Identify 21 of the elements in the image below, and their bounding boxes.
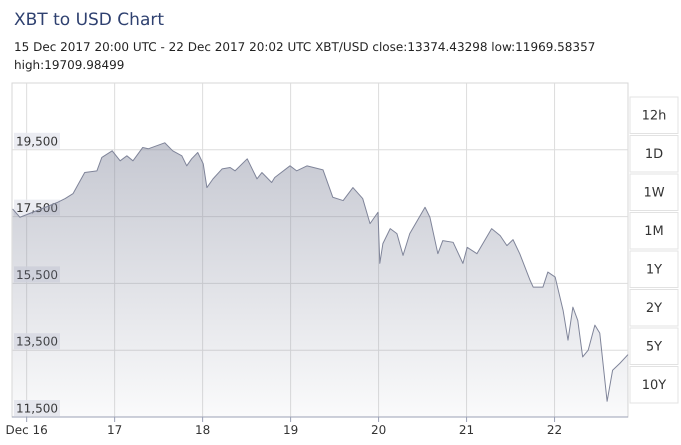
x-tick-label: 19 — [282, 423, 298, 437]
range-button: 1W — [630, 174, 678, 211]
range-button: 1Y — [630, 250, 678, 288]
chart-title: XBT to USD Chart — [14, 10, 164, 30]
range-button: 12h — [630, 96, 678, 134]
x-tick-label: 21 — [458, 423, 474, 437]
range-button: 10Y — [630, 366, 678, 404]
range-button: 5Y — [630, 328, 678, 365]
x-tick-label: 18 — [194, 423, 210, 437]
x-tick-label: 20 — [370, 423, 386, 437]
x-tick-label: 22 — [546, 423, 562, 437]
x-tick-label: 17 — [107, 423, 122, 437]
range-button: 1D — [630, 135, 678, 172]
x-tick-label: Dec 16 — [6, 423, 48, 437]
range-button: 2Y — [630, 289, 678, 326]
range-button: 1M — [630, 212, 678, 250]
y-tick-label: 11,500 — [16, 402, 58, 416]
y-tick-label: 13,500 — [16, 334, 58, 349]
y-tick-label: 15,500 — [16, 268, 58, 282]
chart-subtitle: 15 Dec 2017 20:00 UTC - 22 Dec 2017 20:02 UTC XBT/USD close:13374.43298 low:11969.58357 high:19709.98499 — [14, 39, 596, 74]
y-tick-label: 19,500 — [16, 134, 58, 148]
